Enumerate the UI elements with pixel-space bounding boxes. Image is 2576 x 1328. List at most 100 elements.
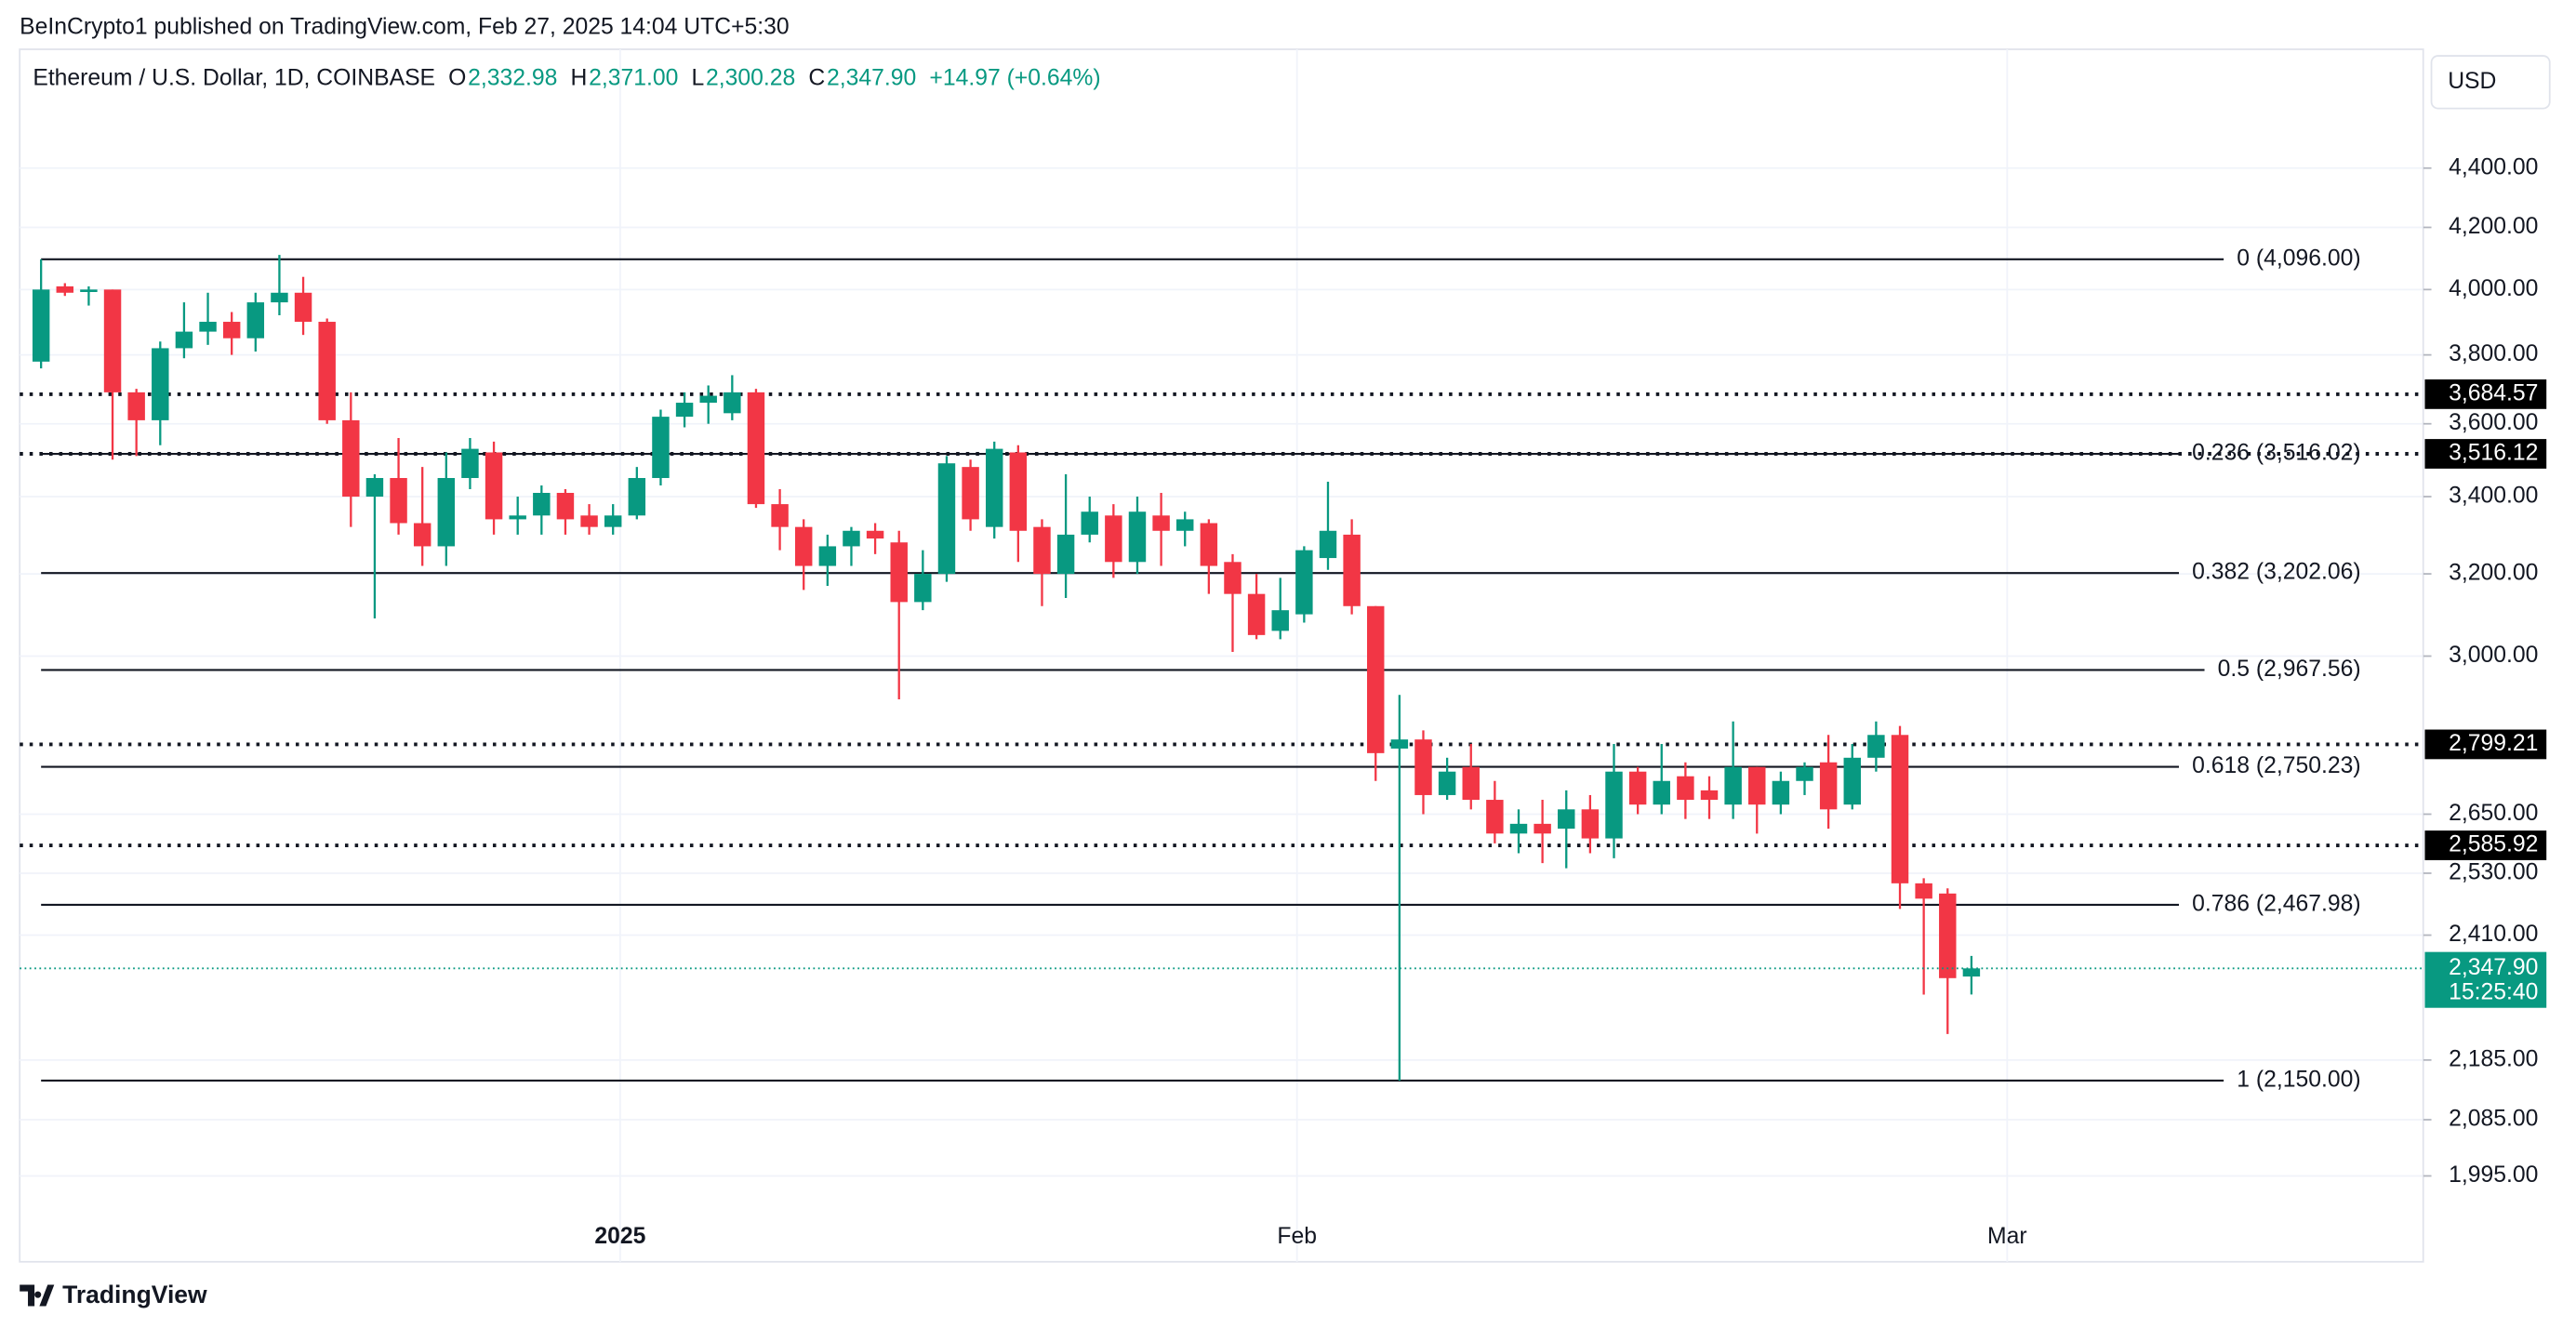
ohlc-value: 2,300.28 [706, 65, 795, 90]
candle-body [914, 574, 932, 603]
y-tick-label: 2,410.00 [2449, 922, 2538, 947]
candle-body [818, 546, 837, 566]
x-tick-label: 2025 [594, 1224, 645, 1249]
y-tick-label: 4,000.00 [2449, 276, 2538, 301]
published-note: BeInCrypto1 published on TradingView.com… [20, 15, 789, 40]
legend-line: Ethereum / U.S. Dollar, 1D, COINBASE O 2,3… [33, 65, 1100, 90]
currency-box[interactable] [2430, 55, 2551, 110]
candle-body [604, 515, 622, 527]
candle-body [1247, 593, 1266, 635]
candle-body [199, 322, 217, 332]
level-badge-label: 2,799.21 [2449, 731, 2538, 756]
level-badge [2424, 830, 2547, 860]
candle-body [1462, 766, 1480, 801]
candle-body [794, 526, 813, 566]
candle-body [1628, 771, 1647, 805]
logo-icon [20, 1284, 55, 1307]
candle-body [1653, 780, 1670, 805]
candle-body [843, 530, 860, 547]
candle-body [32, 289, 50, 362]
candle-body [437, 478, 456, 547]
candle-body [1390, 739, 1409, 749]
candle-body [937, 463, 956, 575]
candle-body [1414, 739, 1432, 795]
candle-body [175, 331, 193, 349]
candle-body [56, 286, 74, 293]
candle-body [675, 403, 694, 418]
currency: USD [2448, 69, 2496, 94]
level-badge-label: 3,684.57 [2449, 380, 2538, 405]
y-tick-label: 2,085.00 [2449, 1107, 2538, 1132]
fib-label: 0.236 (3,516.02) [2192, 441, 2360, 466]
fib-label: 0.5 (2,967.56) [2218, 657, 2361, 682]
change: +14.97 (+0.64%) [929, 65, 1100, 90]
candle-body [1176, 519, 1194, 531]
candle-body [1939, 893, 1957, 978]
candle-body [246, 302, 265, 339]
candle-body [1724, 766, 1742, 805]
ohlc-key: C [808, 65, 825, 90]
candle-body [652, 417, 670, 479]
candle-body [152, 348, 169, 420]
y-tick-label: 3,200.00 [2449, 561, 2538, 586]
candle-body [1605, 771, 1623, 839]
candle-body [390, 478, 407, 524]
candle-body [103, 289, 122, 392]
candle-body [1819, 762, 1838, 810]
level-badge-label: 2,585.92 [2449, 832, 2538, 857]
ohlc-value: 2,332.98 [468, 65, 557, 90]
candle-body [1343, 534, 1361, 606]
candle-body [1271, 610, 1289, 631]
candle-body [724, 392, 741, 414]
last-price-badge [2424, 951, 2547, 1008]
last-price-label: 2,347.90 [2449, 955, 2538, 980]
candle-body [1367, 605, 1385, 753]
candle-body [222, 322, 241, 339]
candle-body [1033, 526, 1051, 575]
candle-body [1843, 757, 1861, 805]
ohlc-key: L [692, 65, 705, 90]
candle-body [1581, 809, 1600, 839]
level-badge [2424, 378, 2547, 409]
tv-logo: TradingView [20, 1281, 207, 1308]
candle-body [1891, 735, 1909, 883]
candle-body [485, 452, 503, 520]
y-tick-label: 3,800.00 [2449, 341, 2538, 366]
countdown: 15:25:40 [2449, 979, 2538, 1004]
candle-body [1509, 823, 1528, 834]
candle-body [1962, 968, 1981, 977]
candle-body [890, 542, 908, 603]
candle-body [1438, 771, 1456, 795]
y-tick-label: 4,400.00 [2449, 154, 2538, 179]
brand: TradingView [62, 1281, 207, 1308]
fib-label: 0 (4,096.00) [2237, 246, 2360, 271]
candle-body [1152, 515, 1170, 531]
x-tick-label: Feb [1277, 1224, 1317, 1249]
y-tick-label: 3,600.00 [2449, 410, 2538, 435]
candle-body [1009, 452, 1028, 531]
fib-label: 1 (2,150.00) [2237, 1067, 2360, 1092]
fib-label: 0.618 (2,750.23) [2192, 753, 2360, 778]
candle-body [1224, 562, 1242, 594]
candle-body [1677, 776, 1694, 801]
candle-body [342, 419, 360, 498]
ohlc-key: H [571, 65, 588, 90]
candle-body [1700, 790, 1719, 801]
candle-body [962, 467, 979, 520]
level-badge [2424, 729, 2547, 760]
ohlc-value: 2,347.90 [827, 65, 916, 90]
candle-body [1200, 523, 1218, 566]
candle-body [1772, 780, 1790, 805]
candle-body [699, 395, 717, 404]
level-badge-label: 3,516.12 [2449, 441, 2538, 466]
y-tick-label: 2,185.00 [2449, 1046, 2538, 1071]
candle-body [580, 515, 598, 527]
y-tick-label: 2,530.00 [2449, 859, 2538, 884]
candle-body [365, 478, 384, 498]
x-tick-label: Mar [1987, 1224, 2027, 1249]
candle-body [747, 392, 765, 505]
candle-body [413, 523, 432, 547]
